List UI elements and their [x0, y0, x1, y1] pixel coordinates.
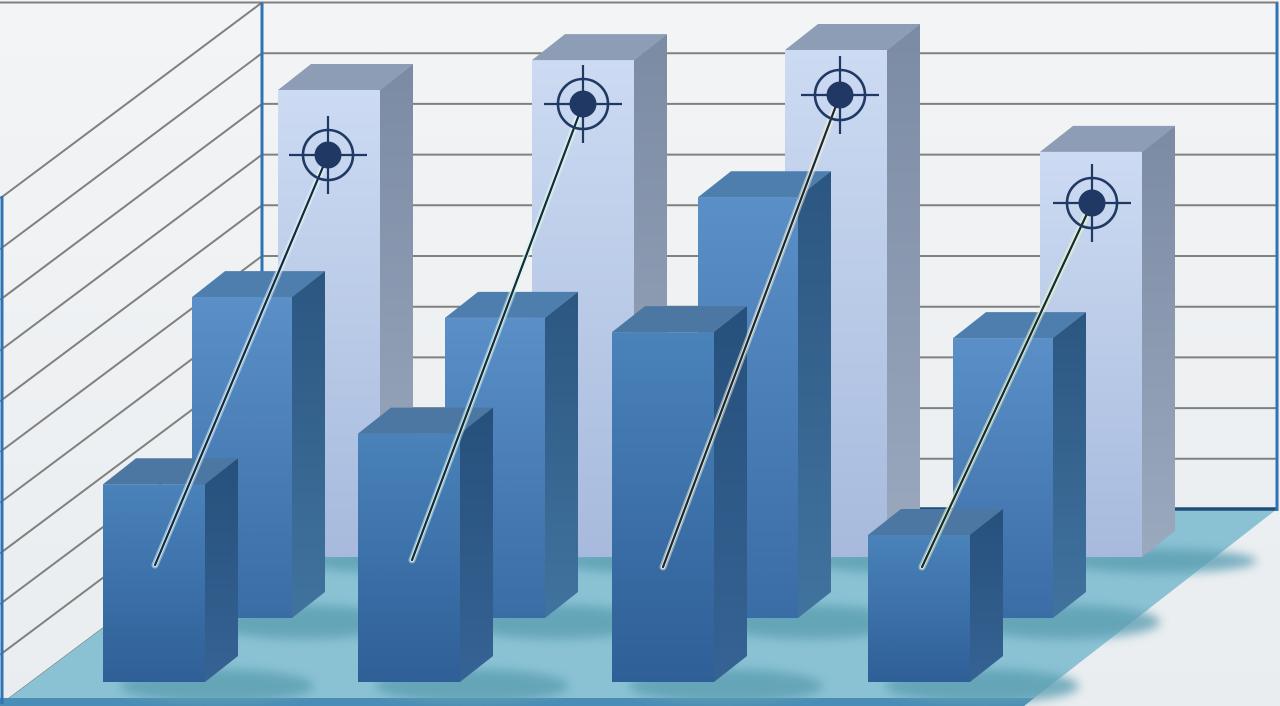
- bar-side-face: [292, 271, 325, 618]
- bar-front-face: [103, 484, 205, 682]
- bar-side-face: [1142, 125, 1175, 558]
- crosshair-center-dot: [826, 81, 854, 109]
- bar-side-face: [1053, 312, 1086, 618]
- bar-top-face: [1040, 125, 1175, 152]
- crosshair-outer-ring: [813, 68, 867, 122]
- bars-front-row: [103, 306, 1003, 682]
- leader-line-core: [410, 102, 585, 562]
- bar-front-4: [868, 508, 1003, 682]
- bar-side-face: [970, 508, 1003, 682]
- bar-top-face: [612, 306, 747, 333]
- bar-top-face: [278, 64, 413, 91]
- bar-top-face: [698, 171, 831, 198]
- crosshair-outer-ring: [1065, 176, 1119, 230]
- bar-top-face: [445, 291, 578, 318]
- target-leader-lines: [151, 91, 1096, 571]
- target-leader-line-3: [659, 91, 844, 571]
- bar-top-face: [868, 508, 1003, 535]
- bar-top-face: [103, 458, 238, 485]
- crosshair-outer-ring: [556, 77, 610, 131]
- crosshair-target-icon: [1053, 164, 1131, 242]
- bar-top-face: [192, 271, 325, 298]
- bar-top-face: [785, 24, 920, 50]
- bar-side-face: [798, 171, 831, 618]
- leader-line-core: [661, 93, 842, 569]
- crosshair-target-icon: [289, 116, 367, 194]
- bar-front-1: [103, 458, 238, 682]
- target-leader-line-4: [918, 199, 1096, 571]
- left-wall-gridline: [0, 204, 263, 403]
- leader-line-core: [153, 153, 330, 567]
- left-wall-gridline: [0, 1, 263, 200]
- crosshair-outer-ring: [301, 128, 355, 182]
- crosshair-center-dot: [314, 141, 342, 169]
- left-wall-gridline: [0, 52, 263, 251]
- crosshair-target-icon: [544, 65, 622, 143]
- bar-side-face: [460, 407, 493, 682]
- target-markers: [289, 56, 1131, 242]
- leader-line-core: [920, 201, 1094, 569]
- bars: [103, 24, 1257, 703]
- target-leader-line-1: [151, 151, 332, 569]
- target-leader-line-2: [408, 100, 587, 564]
- bar-side-face: [887, 24, 920, 557]
- crosshair-center-dot: [1078, 189, 1106, 217]
- crosshair-target-icon: [801, 56, 879, 134]
- bar-front-2: [358, 407, 493, 682]
- bar-top-face: [953, 312, 1086, 339]
- left-wall-gridline: [0, 153, 263, 352]
- bar-front-3: [612, 306, 747, 682]
- bar-top-face: [532, 34, 667, 61]
- bar-front-face: [612, 332, 714, 682]
- bar-front-face: [868, 534, 970, 682]
- bar-side-face: [545, 291, 578, 618]
- bar-side-face: [205, 458, 238, 682]
- crosshair-center-dot: [569, 90, 597, 118]
- left-wall-gridline: [0, 103, 263, 301]
